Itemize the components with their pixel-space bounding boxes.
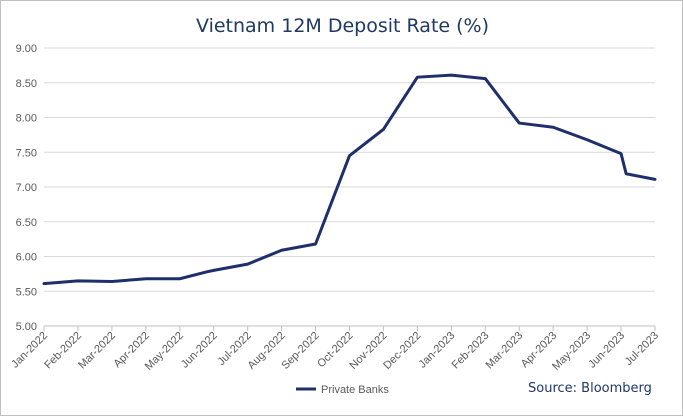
y-tick-label: 6.00 bbox=[16, 252, 37, 264]
legend: Private Banks bbox=[296, 384, 389, 396]
legend-label-private-banks: Private Banks bbox=[321, 384, 389, 396]
x-tick-label: Mar-2023 bbox=[484, 330, 526, 372]
data-point bbox=[619, 152, 623, 155]
data-point bbox=[382, 128, 385, 131]
data-point bbox=[144, 277, 148, 280]
data-point bbox=[551, 126, 555, 129]
data-point bbox=[246, 262, 249, 266]
x-tick-label: Jun-2023 bbox=[586, 330, 627, 371]
y-tick-label: 9.00 bbox=[16, 43, 37, 55]
data-point bbox=[212, 269, 215, 272]
series-layer bbox=[42, 73, 657, 286]
chart-title: Vietnam 12M Deposit Rate (%) bbox=[196, 15, 489, 37]
data-point bbox=[348, 154, 351, 157]
data-point bbox=[42, 282, 46, 285]
series-line-private-banks bbox=[42, 73, 657, 286]
y-tick-label: 7.50 bbox=[16, 147, 37, 159]
x-tick-label: Jul-2023 bbox=[623, 330, 661, 368]
data-point bbox=[110, 280, 114, 283]
y-tick-label: 5.00 bbox=[16, 321, 37, 333]
data-point bbox=[518, 121, 521, 125]
source-note: Source: Bloomberg bbox=[528, 381, 652, 396]
data-point bbox=[653, 178, 657, 181]
data-point bbox=[178, 277, 181, 280]
x-tick-label: Sep-2022 bbox=[279, 330, 321, 372]
data-point bbox=[624, 172, 628, 175]
data-point bbox=[76, 279, 80, 283]
data-point bbox=[314, 242, 317, 246]
y-tick-label: 7.00 bbox=[16, 182, 37, 194]
data-point bbox=[450, 73, 453, 77]
data-point bbox=[205, 270, 209, 273]
y-axis-ticks: 5.00 5.50 6.00 6.50 7.00 7.50 8.00 8.50 9.00 bbox=[16, 43, 37, 333]
y-tick-label: 6.50 bbox=[16, 217, 37, 229]
y-tick-label: 8.00 bbox=[16, 113, 37, 125]
y-tick-label: 8.50 bbox=[16, 78, 37, 90]
x-tick-label: Mar-2022 bbox=[76, 330, 118, 372]
gridlines bbox=[44, 47, 655, 327]
data-point bbox=[484, 77, 487, 80]
x-axis bbox=[43, 325, 656, 331]
x-tick-label: Dec-2022 bbox=[381, 330, 423, 372]
x-tick-label: Jun-2022 bbox=[179, 330, 220, 371]
x-axis-ticks: Jan-2022Feb-2022Mar-2022Apr-2022May-2022… bbox=[9, 330, 661, 373]
data-point bbox=[416, 75, 419, 79]
data-point bbox=[280, 249, 283, 252]
y-tick-label: 5.50 bbox=[16, 286, 37, 298]
data-point bbox=[585, 138, 589, 141]
